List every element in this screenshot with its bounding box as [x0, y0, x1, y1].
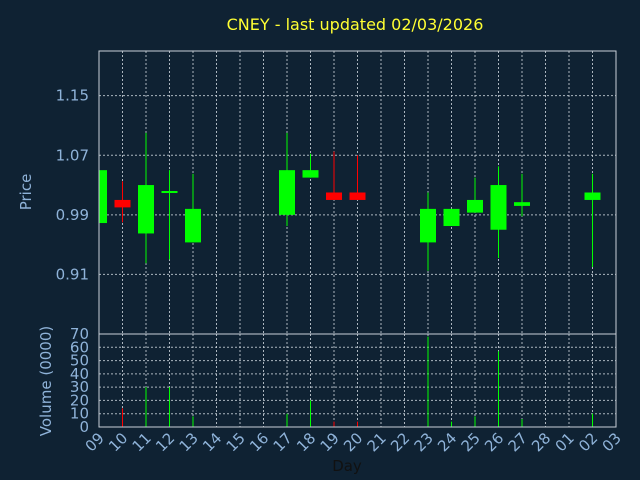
candle-body: [467, 199, 483, 213]
x-tick-label: 25: [458, 429, 484, 455]
candle: [514, 173, 530, 217]
volume-y-tick-label: 20: [70, 391, 89, 409]
x-tick-label: 27: [505, 429, 531, 455]
candle-body: [138, 185, 154, 234]
candle-body: [99, 170, 107, 224]
volume-y-tick-label: 50: [70, 352, 89, 370]
chart-title: CNEY - last updated 02/03/2026: [227, 15, 484, 34]
candle: [443, 208, 460, 227]
x-tick-label: 01: [552, 429, 578, 455]
candle: [584, 173, 601, 267]
volume-panel-frame: [98, 333, 617, 428]
candle: [98, 170, 107, 224]
candle-body: [279, 170, 295, 215]
candle: [302, 153, 319, 178]
x-tick-label: 03: [599, 429, 625, 455]
x-tick-label: 13: [176, 429, 202, 455]
volume-axis-label: Volume (0000): [37, 326, 55, 436]
candle: [490, 166, 507, 259]
candle: [279, 132, 295, 227]
candle-body: [161, 191, 178, 194]
candle: [420, 192, 436, 271]
price-y-tick-label: 1.15: [56, 87, 89, 105]
x-tick-label: 02: [575, 429, 601, 455]
x-tick-label: 17: [270, 429, 296, 455]
x-tick-label: 14: [199, 429, 225, 455]
x-tick-label: 15: [223, 429, 249, 455]
candle: [326, 151, 342, 200]
candles: [98, 132, 601, 271]
x-tick-label: 22: [387, 429, 413, 455]
volume-y-tick-label: 70: [70, 325, 89, 343]
volume-y-tick-label: 40: [70, 365, 89, 383]
x-tick-label: 23: [411, 429, 437, 455]
candle: [185, 173, 201, 243]
price-y-tick-label: 0.91: [56, 265, 89, 283]
candle-body: [420, 208, 436, 243]
volume-y-tick-label: 60: [70, 338, 89, 356]
candle-body: [114, 199, 131, 208]
candle-body: [490, 185, 507, 230]
price-y-tick-label: 1.07: [56, 146, 89, 164]
x-ticks: 0910111213141516171819202122232425262728…: [82, 429, 625, 455]
x-tick-label: 12: [152, 429, 178, 455]
x-tick-label: 21: [364, 429, 390, 455]
x-tick-label: 16: [246, 429, 272, 455]
candle-body: [302, 170, 319, 178]
candle-body: [514, 202, 530, 206]
volume-y-tick-label: 10: [70, 405, 89, 423]
candle-body: [584, 192, 601, 200]
x-tick-label: 18: [293, 429, 319, 455]
price-y-tick-label: 0.99: [56, 206, 89, 224]
candle-body: [443, 208, 460, 227]
candle: [349, 155, 366, 200]
volume-y-tick-label: 30: [70, 378, 89, 396]
volume-bars: [122, 336, 593, 427]
x-tick-label: 26: [481, 429, 507, 455]
candle: [467, 177, 483, 213]
candle: [161, 170, 178, 260]
candle-body: [326, 192, 342, 200]
x-tick-label: 24: [434, 429, 460, 455]
candle: [138, 132, 154, 264]
price-y-ticks: 0.91 0.99 1.07 1.15: [56, 87, 89, 284]
volume-y-tick-label: 0: [79, 418, 89, 436]
price-axis-label: Price: [17, 174, 35, 211]
candle-body: [185, 208, 201, 243]
x-tick-label: 10: [105, 429, 131, 455]
x-axis-label: Day: [332, 457, 362, 475]
candle: [114, 181, 131, 223]
candle-body: [349, 192, 366, 200]
x-tick-label: 28: [528, 429, 554, 455]
x-tick-label: 20: [340, 429, 366, 455]
x-tick-label: 19: [317, 429, 343, 455]
volume-grid: [98, 333, 617, 428]
x-tick-label: 11: [129, 429, 155, 455]
